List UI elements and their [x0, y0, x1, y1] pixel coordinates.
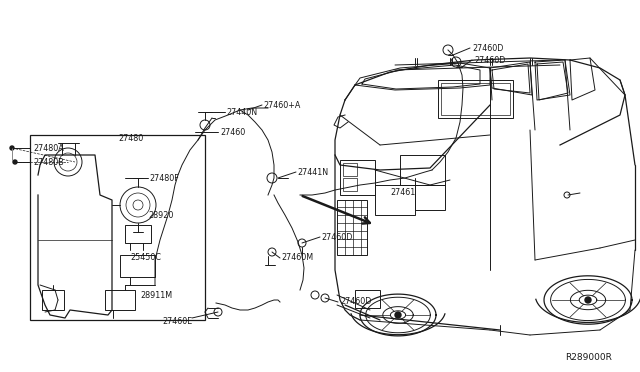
- Circle shape: [395, 312, 401, 318]
- Text: 27440N: 27440N: [226, 108, 257, 116]
- Text: 27460M: 27460M: [281, 253, 313, 263]
- Bar: [125, 225, 151, 243]
- Bar: [343, 178, 357, 191]
- Text: 27461: 27461: [390, 187, 415, 196]
- Bar: [375, 185, 415, 215]
- Bar: [355, 290, 380, 308]
- Bar: [343, 163, 357, 176]
- Bar: [105, 290, 135, 310]
- Text: 27460D: 27460D: [472, 44, 504, 52]
- Bar: [441, 83, 510, 115]
- Bar: [30, 135, 205, 320]
- Circle shape: [13, 160, 17, 164]
- Text: 27460E: 27460E: [162, 317, 192, 327]
- Text: 25450C: 25450C: [130, 253, 161, 263]
- Text: 28920: 28920: [148, 211, 173, 219]
- Text: R289000R: R289000R: [565, 353, 612, 362]
- Text: 27480F: 27480F: [149, 173, 179, 183]
- Text: 27460: 27460: [220, 128, 245, 137]
- Circle shape: [585, 297, 591, 303]
- Text: 27480A: 27480A: [33, 144, 64, 153]
- Circle shape: [10, 146, 14, 150]
- Text: 28911M: 28911M: [140, 291, 172, 299]
- Bar: [42, 290, 64, 310]
- Bar: [438, 80, 513, 118]
- Text: 27460D: 27460D: [321, 232, 353, 241]
- Bar: [337, 200, 367, 255]
- Text: 27460+A: 27460+A: [263, 100, 300, 109]
- Text: 27480: 27480: [118, 134, 143, 142]
- Text: 27460D: 27460D: [474, 55, 506, 64]
- Bar: [400, 155, 445, 185]
- Bar: [415, 185, 445, 210]
- Text: 27480B: 27480B: [33, 157, 64, 167]
- Text: 27441N: 27441N: [297, 167, 328, 176]
- Text: 27460D: 27460D: [340, 298, 371, 307]
- Bar: [340, 160, 375, 195]
- Bar: [120, 255, 155, 277]
